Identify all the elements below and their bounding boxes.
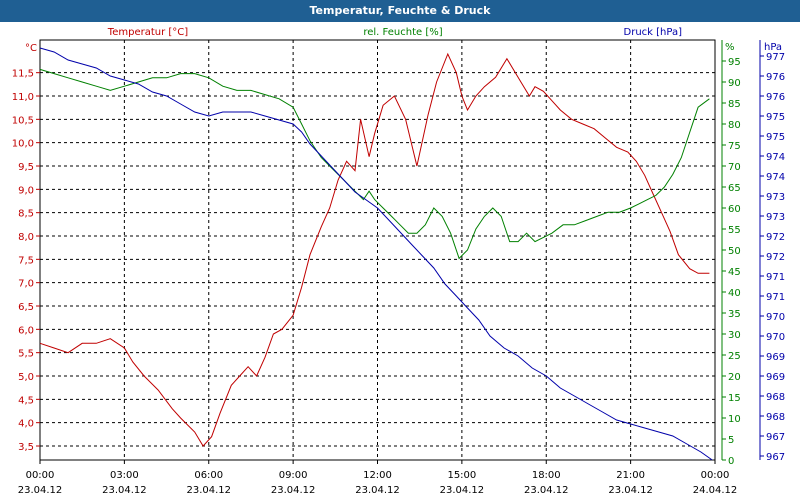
- left-tick-label: 8,0: [18, 232, 34, 243]
- left-tick-label: 6,5: [18, 302, 34, 313]
- right2-tick-label: 971: [766, 292, 785, 303]
- right2-tick-label: 976: [766, 92, 785, 103]
- right1-tick-label: 60: [728, 204, 741, 215]
- x-tick-date: 23.04.12: [608, 485, 653, 496]
- right2-axis-title: Druck [hPa]: [624, 27, 683, 38]
- right2-axis-unit: hPa: [764, 42, 782, 53]
- right1-tick-label: 95: [728, 57, 741, 68]
- x-tick-date: 23.04.12: [186, 485, 231, 496]
- right2-tick-label: 974: [766, 172, 785, 183]
- right2-tick-label: 968: [766, 392, 785, 403]
- pressure-line: [39, 47, 713, 461]
- x-tick-date: 23.04.12: [271, 485, 316, 496]
- left-tick-label: 4,0: [18, 419, 34, 430]
- right1-tick-label: 70: [728, 162, 741, 173]
- x-tick-time: 21:00: [616, 470, 645, 481]
- left-tick-label: 10,0: [12, 139, 34, 150]
- left-tick-label: 9,5: [18, 162, 34, 173]
- x-tick-time: 00:00: [26, 470, 55, 481]
- right2-tick-label: 968: [766, 412, 785, 423]
- axis-labels-group: °C Temperatur [°C] rel. Feuchte [%] Druc…: [12, 27, 785, 496]
- x-tick-date: 23.04.12: [102, 485, 147, 496]
- left-tick-label: 8,5: [18, 209, 34, 220]
- temperature-line: [39, 52, 710, 447]
- right2-tick-label: 970: [766, 332, 785, 343]
- right2-tick-label: 969: [766, 372, 785, 383]
- left-axis-title: Temperatur [°C]: [107, 27, 188, 38]
- right2-tick-label: 972: [766, 252, 785, 263]
- x-tick-time: 15:00: [447, 470, 476, 481]
- right1-tick-label: 5: [728, 435, 734, 446]
- right1-axis-title: rel. Feuchte [%]: [363, 27, 442, 38]
- left-tick-label: 3,5: [18, 442, 34, 453]
- right1-tick-label: 85: [728, 99, 741, 110]
- right2-tick-label: 969: [766, 352, 785, 363]
- right2-tick-label: 975: [766, 132, 785, 143]
- right1-tick-label: 10: [728, 414, 741, 425]
- right2-tick-label: 967: [766, 452, 785, 463]
- x-tick-time: 03:00: [110, 470, 139, 481]
- right1-tick-label: 80: [728, 120, 741, 131]
- right1-tick-label: 75: [728, 141, 741, 152]
- right1-tick-label: 20: [728, 372, 741, 383]
- left-tick-label: 4,5: [18, 395, 34, 406]
- right1-tick-label: 40: [728, 288, 741, 299]
- right2-tick-label: 967: [766, 432, 785, 443]
- left-tick-label: 5,5: [18, 349, 34, 360]
- right1-tick-label: 45: [728, 267, 741, 278]
- x-tick-date: 24.04.12: [693, 485, 738, 496]
- grid-lines: [40, 40, 715, 460]
- weather-chart: °C Temperatur [°C] rel. Feuchte [%] Druc…: [0, 22, 800, 500]
- right2-tick-label: 973: [766, 192, 785, 203]
- right1-tick-label: 65: [728, 183, 741, 194]
- right1-tick-label: 25: [728, 351, 741, 362]
- left-tick-label: 5,0: [18, 372, 34, 383]
- x-tick-time: 12:00: [363, 470, 392, 481]
- x-tick-date: 23.04.12: [355, 485, 400, 496]
- right2-tick-label: 975: [766, 112, 785, 123]
- right2-tick-label: 970: [766, 312, 785, 323]
- right2-tick-label: 977: [766, 52, 785, 63]
- left-tick-label: 10,5: [12, 115, 34, 126]
- left-tick-label: 7,0: [18, 279, 34, 290]
- window-title: Temperatur, Feuchte & Druck: [0, 0, 800, 22]
- right1-tick-label: 50: [728, 246, 741, 257]
- right2-tick-label: 971: [766, 272, 785, 283]
- x-tick-date: 23.04.12: [440, 485, 485, 496]
- right1-tick-label: 0: [728, 456, 734, 467]
- right2-tick-label: 976: [766, 72, 785, 83]
- left-tick-label: 9,0: [18, 185, 34, 196]
- humidity-line: [39, 68, 710, 260]
- right1-tick-label: 30: [728, 330, 741, 341]
- series-group: [39, 47, 713, 461]
- tick-marks: [36, 40, 764, 464]
- x-tick-time: 00:00: [701, 470, 730, 481]
- right2-tick-label: 972: [766, 232, 785, 243]
- left-tick-label: 7,5: [18, 255, 34, 266]
- right1-tick-label: 55: [728, 225, 741, 236]
- x-tick-time: 18:00: [532, 470, 561, 481]
- right1-axis-unit: %: [725, 42, 735, 53]
- right1-tick-label: 35: [728, 309, 741, 320]
- left-axis-unit: °C: [25, 43, 37, 54]
- right2-tick-label: 973: [766, 212, 785, 223]
- left-tick-label: 11,0: [12, 92, 34, 103]
- right1-tick-label: 90: [728, 78, 741, 89]
- right1-tick-label: 15: [728, 393, 741, 404]
- x-tick-date: 23.04.12: [524, 485, 569, 496]
- x-tick-date: 23.04.12: [18, 485, 63, 496]
- right2-tick-label: 974: [766, 152, 785, 163]
- x-tick-time: 06:00: [194, 470, 223, 481]
- x-tick-time: 09:00: [279, 470, 308, 481]
- left-tick-label: 6,0: [18, 325, 34, 336]
- left-tick-label: 11,5: [12, 69, 34, 80]
